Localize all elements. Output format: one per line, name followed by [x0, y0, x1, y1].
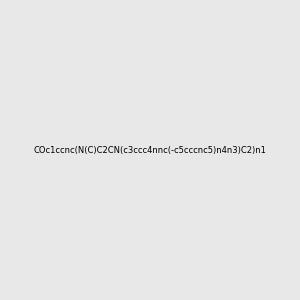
Text: COc1ccnc(N(C)C2CN(c3ccc4nnc(-c5cccnc5)n4n3)C2)n1: COc1ccnc(N(C)C2CN(c3ccc4nnc(-c5cccnc5)n4… — [34, 146, 266, 154]
